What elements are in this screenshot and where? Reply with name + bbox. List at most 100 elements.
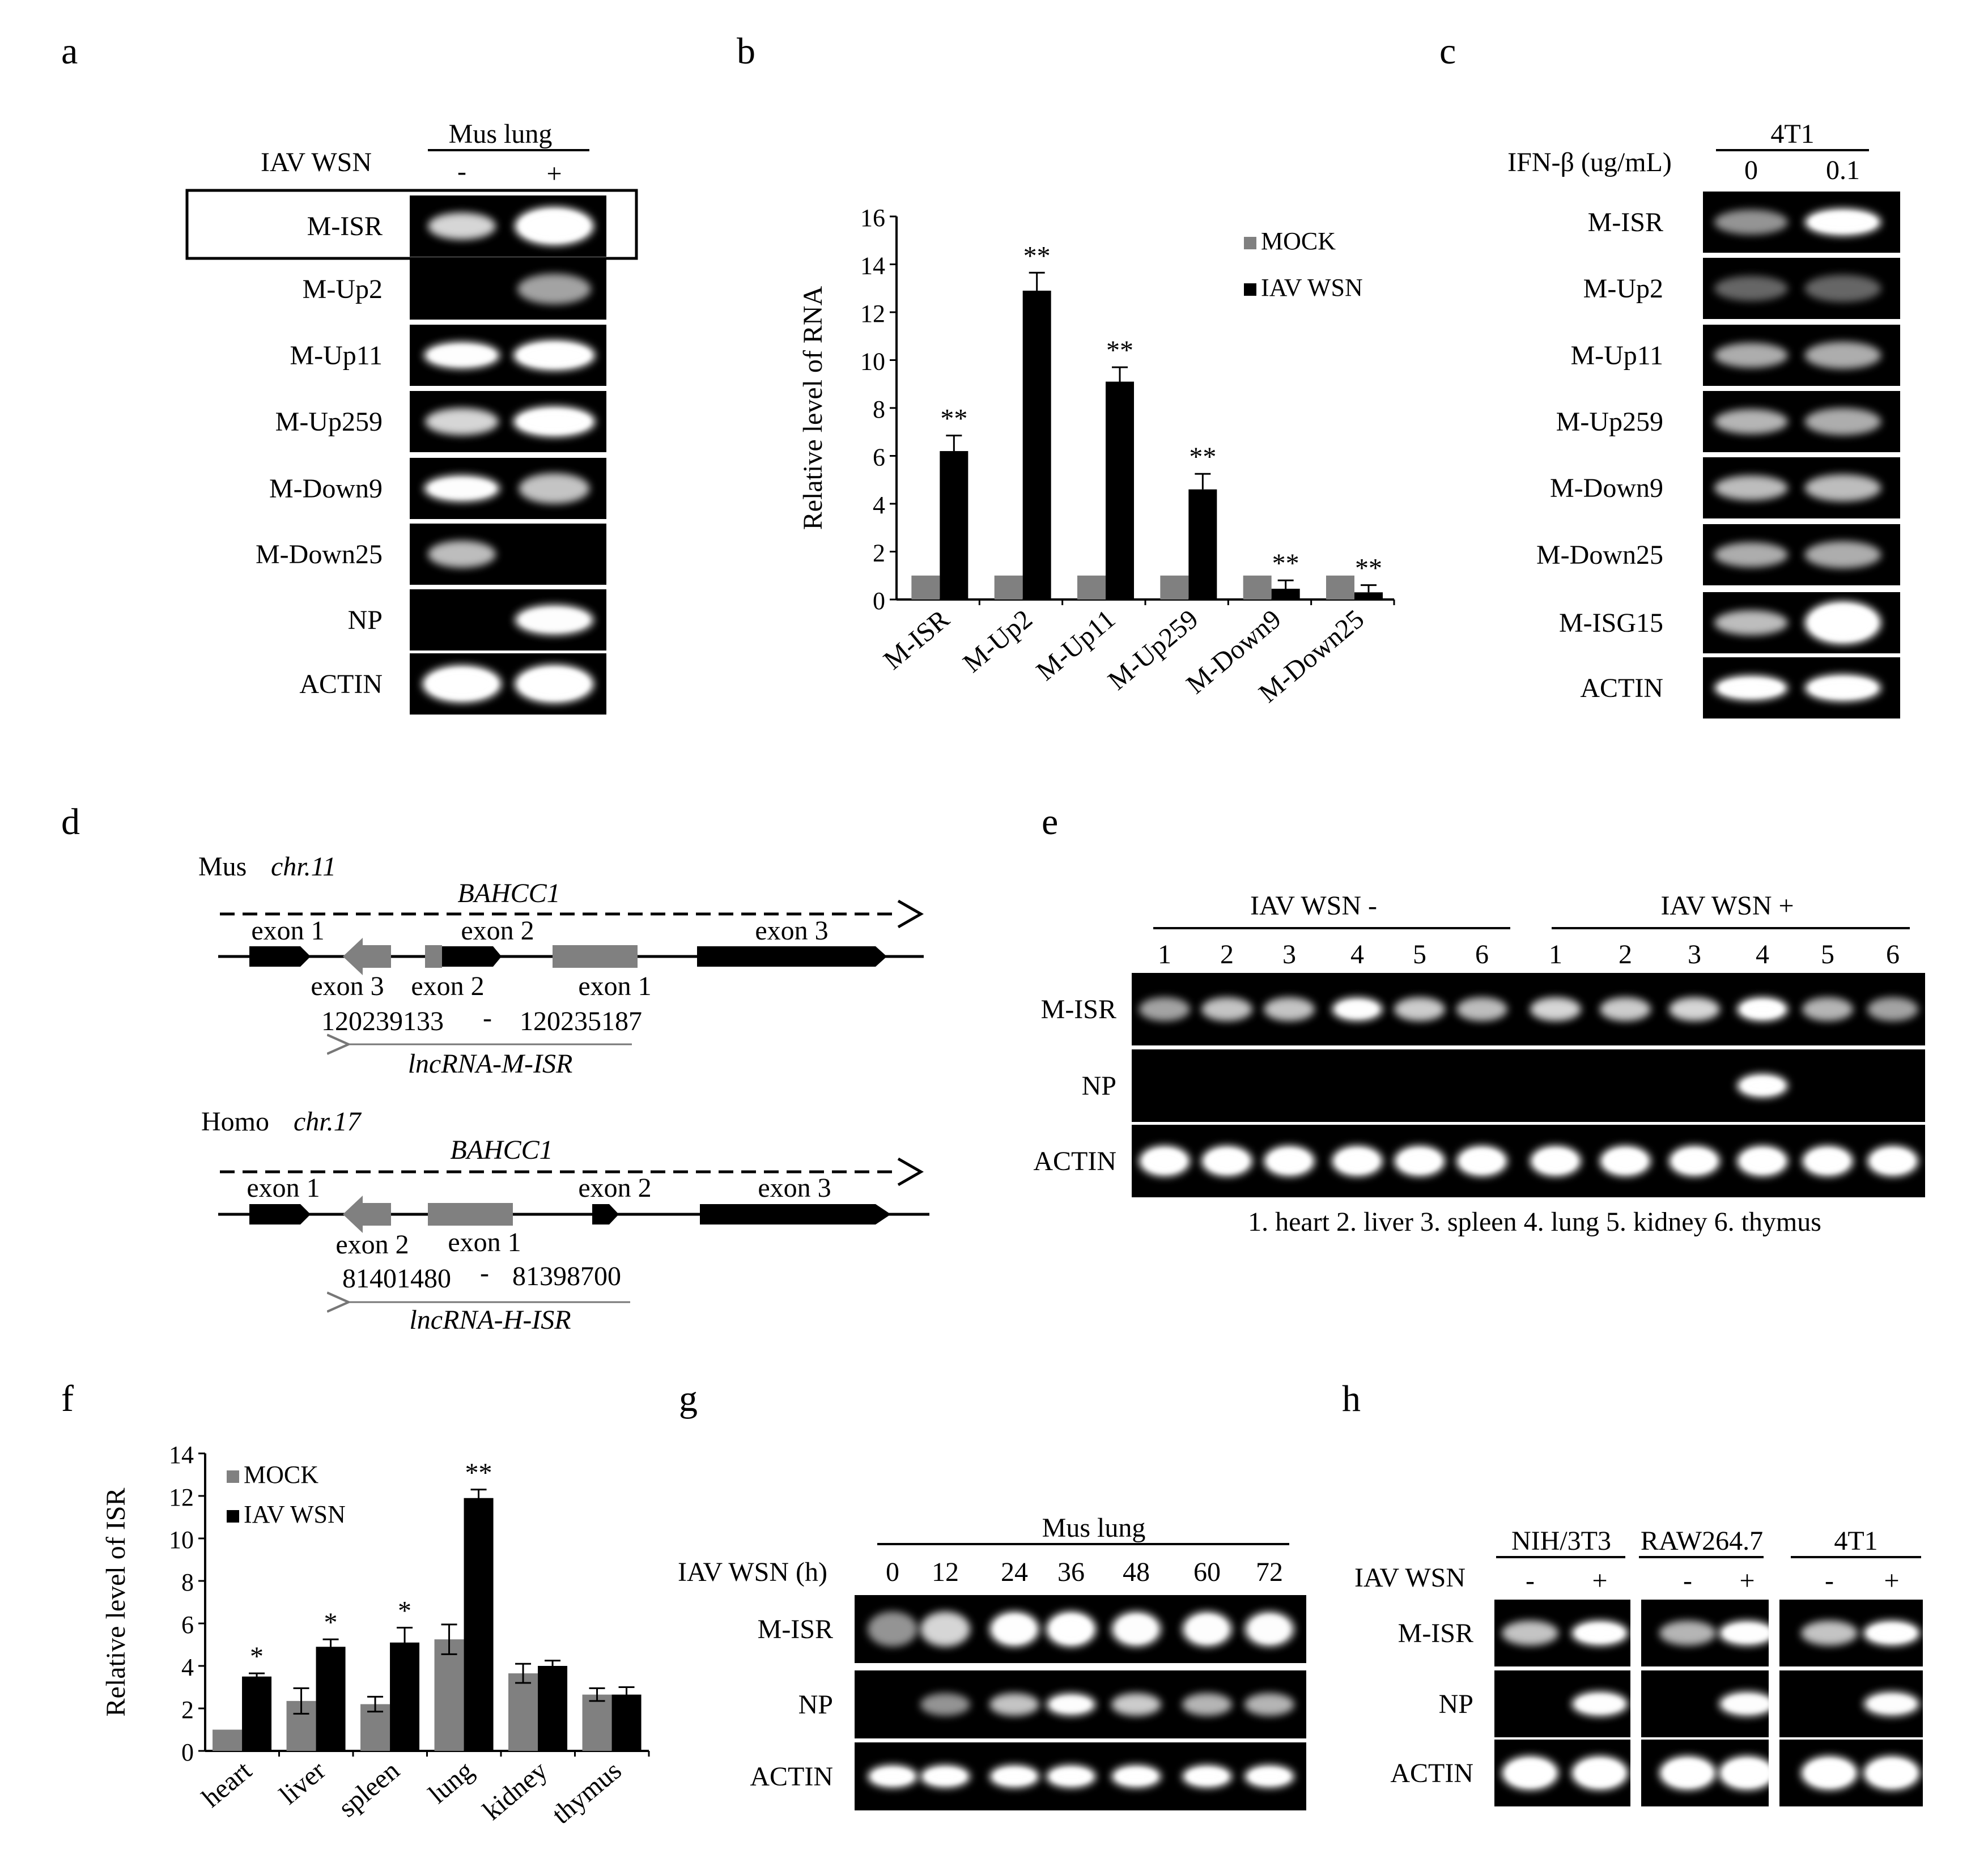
chart-b-y-axis-title: Relative level of RNA — [798, 286, 828, 530]
panel-h-band-2-2-2-core — [1724, 1695, 1770, 1712]
panel-c-band-7-2-core — [1810, 605, 1876, 640]
panel-e-band-1-8 — [1600, 997, 1651, 1021]
chart-b-legend-swatch-mock — [1244, 237, 1256, 249]
mus-chromosome: chr.11 — [271, 852, 336, 882]
panel-e-row-label-2: NP — [1082, 1071, 1116, 1101]
chart-f-ytick-label-2: 4 — [181, 1653, 194, 1681]
chart-f-bar-iav-1 — [242, 1676, 272, 1751]
panel-e-group-plus: IAV WSN + — [1660, 891, 1794, 921]
panel-a-row-label-6: M-Down25 — [256, 539, 383, 569]
panel-e-lane-number-1: 1 — [1158, 939, 1171, 970]
panel-e-lane-number-2: 2 — [1220, 939, 1234, 970]
panel-c-row-label-4: M-Up259 — [1556, 407, 1663, 437]
chart-b-bar-iav-5 — [1271, 588, 1300, 600]
panel-a-row-label-5: M-Down9 — [269, 474, 383, 504]
homo-exon-2-block — [592, 1204, 619, 1225]
panel-g-row-label-2: NP — [798, 1690, 833, 1720]
homo-coord-end: 81398700 — [512, 1261, 621, 1291]
panel-g-condition-label: IAV WSN (h) — [678, 1557, 827, 1587]
panel-h-band-2-3-2-core — [1869, 1695, 1914, 1712]
panel-g-lane-label-3: 24 — [1001, 1557, 1028, 1587]
panel-a-row-label-4: M-Up259 — [275, 407, 383, 437]
chart-f-bar-iav-2 — [316, 1647, 346, 1751]
panel-h-blot: - + - + - + M-ISR NP ACTIN — [1390, 1566, 1923, 1806]
panel-c-lane-label-2: 0.1 — [1826, 155, 1860, 185]
panel-e-band-1-11 — [1802, 997, 1853, 1021]
panel-c-row-label-5: M-Down9 — [1550, 473, 1663, 503]
chart-f-bar-mock-6 — [582, 1694, 612, 1751]
panel-e-lane-number-9: 3 — [1688, 939, 1701, 970]
chart-b-significance-3: ** — [1106, 335, 1133, 365]
chart-f-category-label-2: liver — [274, 1755, 331, 1810]
panel-e-band-3-2-core — [1207, 1150, 1247, 1172]
homo-exon-label-3: exon 3 — [758, 1173, 831, 1203]
panel-e-band-3-8-core — [1605, 1150, 1645, 1172]
panel-g-band-2-2 — [920, 1693, 970, 1716]
homo-coord-sep: - — [480, 1258, 489, 1288]
mus-lnc-exon-1-block — [553, 945, 638, 968]
mus-lnc-exon-label-2: exon 2 — [411, 971, 484, 1001]
panel-h: h NIH/3T3 RAW264.7 4T1 IAV WSN - + - + - + M-I… — [1342, 1378, 1923, 1806]
chart-b-category-label-2: M-Up2 — [957, 604, 1038, 678]
homo-lnc-exon-label-1: exon 1 — [448, 1227, 521, 1257]
homo-exon-1-block — [249, 1204, 311, 1225]
panel-c-row-label-7: M-ISG15 — [1559, 608, 1663, 638]
panel-f: f 0 2 4 6 8 10 12 14 Relative level of ISR * heart… — [61, 1378, 650, 1830]
panel-a: a Mus lung IAV WSN - + M-ISRM-Up2M-Up11M… — [61, 31, 638, 715]
panel-e-band-1-4-core — [1337, 1001, 1377, 1017]
chart-b-significance-6: ** — [1355, 554, 1382, 584]
panel-g-band-1-4-core — [1052, 1615, 1090, 1643]
panel-g-band-1-1 — [868, 1612, 917, 1647]
chart-b-ytick-label-4: 8 — [873, 396, 885, 423]
panel-a-row-label-8: ACTIN — [299, 669, 383, 699]
panel-e-band-1-7 — [1530, 997, 1581, 1021]
panel-a-blot: M-ISR M-Up2 M-Up11 M-Up259 M-Down9 M-Down25 NP… — [256, 195, 606, 715]
panel-c-band-3-1 — [1714, 343, 1788, 368]
chart-b-ytick-label-1: 2 — [873, 539, 885, 567]
panel-h-band-1-1-1 — [1502, 1621, 1558, 1646]
mus-coord-end: 120235187 — [520, 1006, 642, 1036]
panel-g-band-2-4-core — [1052, 1697, 1090, 1712]
chart-f-bar-mock-4 — [434, 1639, 464, 1751]
panel-a-band-5-1-core — [429, 479, 495, 498]
panel-f-chart: 0 2 4 6 8 10 12 14 Relative level of ISR * heart * l… — [101, 1441, 650, 1830]
panel-h-band-1-3-2-core — [1869, 1625, 1914, 1642]
chart-b-bar-iav-4 — [1188, 489, 1217, 600]
panel-e-lane-number-10: 4 — [1756, 939, 1769, 970]
panel-a-row-label-1: M-ISR — [307, 211, 383, 241]
chart-f-y-axis-title: Relative level of ISR — [101, 1488, 131, 1717]
panel-e-band-2-10-core — [1743, 1078, 1782, 1094]
chart-b-bar-mock-4 — [1160, 575, 1189, 600]
panel-c-header: 4T1 — [1770, 119, 1814, 149]
panel-a-band-1-1 — [428, 212, 496, 240]
panel-letter-e: e — [1042, 801, 1058, 843]
chart-b-bar-mock-1 — [911, 575, 940, 600]
panel-a-band-4-1 — [425, 408, 499, 435]
panel-e-lane-number-7: 1 — [1549, 939, 1562, 970]
panel-c-band-4-2 — [1804, 408, 1881, 435]
homo-gene-name: BAHCC1 — [450, 1135, 553, 1165]
panel-e-lane-number-4: 4 — [1350, 939, 1364, 970]
chart-b-bar-iav-3 — [1106, 381, 1135, 600]
panel-h-group-1-lane-label-2: + — [1592, 1566, 1607, 1596]
chart-f-bar-iav-4 — [464, 1498, 494, 1751]
gene-map-homo: Homo chr.17 BAHCC1 exon 1 exon 2 exon 3 … — [201, 1107, 929, 1335]
chart-b-bar-mock-6 — [1326, 575, 1355, 600]
panel-c-band-5-1 — [1714, 475, 1788, 500]
panel-c-band-8-2-core — [1810, 678, 1876, 698]
chart-b-legend-label-mock: MOCK — [1261, 227, 1336, 255]
panel-e-lane-number-8: 2 — [1619, 939, 1632, 970]
chart-b-ytick-label-3: 6 — [873, 444, 885, 471]
mus-exon-3-block — [697, 946, 887, 967]
panel-e-band-1-10-core — [1743, 1001, 1782, 1017]
chart-f-bar-mock-1 — [213, 1729, 243, 1751]
panel-letter-a: a — [61, 31, 78, 72]
panel-c-band-8-1-core — [1720, 679, 1782, 696]
panel-e-band-3-4-core — [1337, 1150, 1377, 1172]
panel-a-row-label-3: M-Up11 — [290, 341, 383, 371]
panel-c-condition-label: IFN-β (ug/mL) — [1507, 147, 1672, 177]
panel-b: b 0 2 4 6 8 10 12 14 16 Relative level of RNA ** M-… — [737, 31, 1395, 708]
chart-b-ytick-label-5: 10 — [860, 348, 885, 376]
panel-letter-f: f — [61, 1378, 74, 1419]
chart-f-ytick-label-4: 8 — [181, 1568, 194, 1596]
